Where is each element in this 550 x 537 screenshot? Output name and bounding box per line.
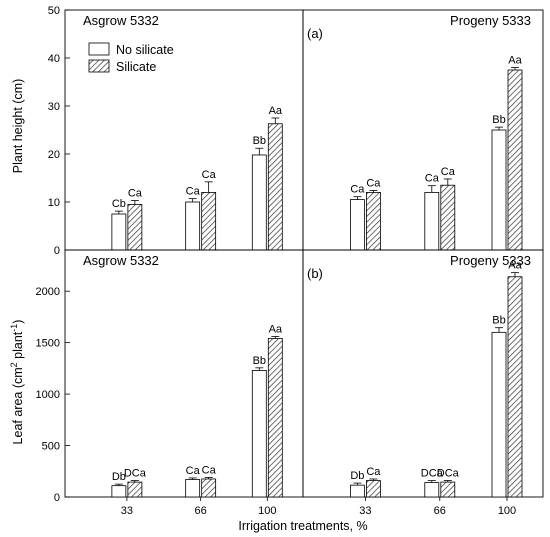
significance-label: Ca xyxy=(186,465,201,477)
y-tick-label: 10 xyxy=(48,197,60,209)
significance-label: Bb xyxy=(253,135,266,147)
bar-no-silicate xyxy=(491,331,507,498)
significance-label: DCa xyxy=(124,468,147,480)
bar-no-silicate xyxy=(349,484,365,498)
panel-frame xyxy=(302,9,544,251)
panel-tag: (a) xyxy=(307,26,323,41)
x-tick-label: 100 xyxy=(258,505,276,517)
panel-tag: (b) xyxy=(307,266,323,281)
y-tick-label: 0 xyxy=(54,492,60,504)
panel-frame xyxy=(302,249,544,498)
y-tick-label: 2000 xyxy=(36,286,60,298)
significance-label: Db xyxy=(350,470,364,482)
bar-no-silicate xyxy=(349,199,365,251)
legend: No silicate Silicate xyxy=(88,42,174,74)
leaf-area-label-close: ) xyxy=(11,320,25,324)
y-tick-label: 40 xyxy=(48,53,60,65)
bar-silicate xyxy=(507,276,523,498)
x-axis-label: Irrigation treatments, % xyxy=(238,519,367,533)
bar-no-silicate xyxy=(491,129,507,251)
significance-label: Cb xyxy=(112,198,126,210)
bar-silicate xyxy=(267,338,283,498)
significance-label: Ca xyxy=(441,166,456,178)
significance-label: Bb xyxy=(492,114,505,126)
legend-label-silicate: Silicate xyxy=(116,60,156,74)
y-tick-label: 20 xyxy=(48,149,60,161)
bar-no-silicate xyxy=(185,201,201,251)
bar-silicate xyxy=(127,481,143,498)
significance-label: Db xyxy=(112,471,126,483)
legend-swatch-silicate xyxy=(88,59,110,73)
x-tick-label: 33 xyxy=(121,505,133,517)
x-tick-label: 66 xyxy=(195,505,207,517)
significance-label: Bb xyxy=(253,355,266,367)
panel-title: Asgrow 5332 xyxy=(83,253,159,268)
y-tick-label: 1000 xyxy=(36,389,60,401)
significance-label: Ca xyxy=(202,169,217,181)
y-tick-label: 1500 xyxy=(36,338,60,350)
panel-frame xyxy=(64,249,304,498)
significance-label: Ca xyxy=(425,173,440,185)
bar-silicate xyxy=(440,481,456,498)
bar-no-silicate xyxy=(185,479,201,498)
panel-title: Progeny 5333 xyxy=(450,253,531,268)
significance-label: Ca xyxy=(128,188,143,200)
significance-label: DCa xyxy=(421,468,444,480)
significance-label: Aa xyxy=(508,55,522,67)
bar-no-silicate xyxy=(424,191,440,251)
leaf-area-label-main: Leaf area (cm xyxy=(11,367,25,444)
x-tick-label: 100 xyxy=(498,505,516,517)
significance-label: Ca xyxy=(366,177,381,189)
bar-silicate xyxy=(267,123,283,251)
bar-silicate xyxy=(201,478,217,498)
leaf-area-label-suffix: plant xyxy=(11,331,25,362)
bar-silicate xyxy=(127,203,143,251)
y-axis-label-plant-height: Plant height (cm) xyxy=(11,79,25,173)
legend-swatch-no-silicate xyxy=(88,42,110,56)
y-tick-label: 30 xyxy=(48,101,60,113)
bar-silicate xyxy=(507,69,523,251)
x-tick-label: 66 xyxy=(434,505,446,517)
y-axis-label-leaf-area: Leaf area (cm2 plant-1) xyxy=(9,320,25,445)
bar-no-silicate xyxy=(251,370,267,498)
bar-silicate xyxy=(201,191,217,251)
bar-no-silicate xyxy=(111,485,127,498)
y-tick-label: 500 xyxy=(42,441,60,453)
leaf-area-label-sup2: -1 xyxy=(9,324,19,332)
bar-silicate xyxy=(440,184,456,251)
significance-label: Ca xyxy=(202,464,217,476)
bar-no-silicate xyxy=(251,154,267,251)
bar-silicate xyxy=(365,480,381,498)
bar-no-silicate xyxy=(424,482,440,498)
significance-label: Aa xyxy=(508,260,522,272)
significance-label: Ca xyxy=(366,466,381,478)
y-tick-label: 50 xyxy=(48,5,60,17)
panel-title: Progeny 5333 xyxy=(450,13,531,28)
bar-silicate xyxy=(365,191,381,251)
y-tick-label: 0 xyxy=(54,245,60,257)
significance-label: Bb xyxy=(492,315,505,327)
bar-no-silicate xyxy=(111,213,127,251)
x-tick-label: 33 xyxy=(359,505,371,517)
significance-label: Aa xyxy=(269,323,283,335)
significance-label: Ca xyxy=(350,184,365,196)
significance-label: Aa xyxy=(269,105,283,117)
leaf-area-label-sup1: 2 xyxy=(9,362,19,367)
legend-label-no-silicate: No silicate xyxy=(116,43,174,57)
panel-title: Asgrow 5332 xyxy=(83,13,159,28)
significance-label: Ca xyxy=(186,186,201,198)
significance-label: DCa xyxy=(437,468,460,480)
